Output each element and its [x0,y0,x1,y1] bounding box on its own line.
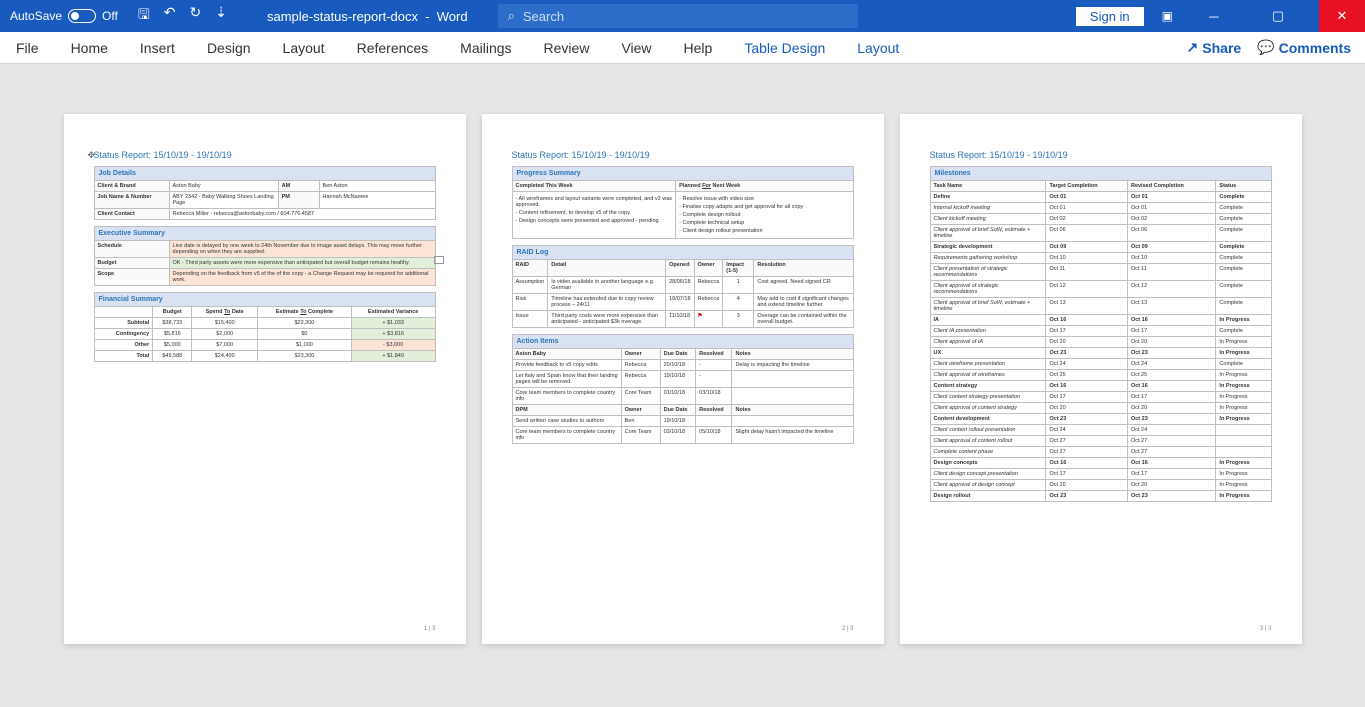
maximize-button[interactable]: ▢ [1255,0,1301,32]
comments-button[interactable]: 💬 Comments [1257,39,1351,56]
page-title: Status Report: 15/10/19 - 19/10/19 [930,150,1272,160]
redo-icon[interactable]: ↻ [190,4,202,28]
financial-summary-table[interactable]: Financial Summary BudgetSpend To DateEst… [94,292,436,362]
page-number: 2 | 3 [842,626,854,632]
tab-layout[interactable]: Layout [855,34,901,62]
close-button[interactable]: ✕ [1319,0,1365,32]
search-box[interactable]: ⌕ Search [498,4,858,28]
page-title: Status Report: 15/10/19 - 19/10/19 [94,150,436,160]
tab-help[interactable]: Help [682,34,715,62]
document-workspace[interactable]: ✥ Status Report: 15/10/19 - 19/10/19 Job… [0,64,1365,707]
signin-button[interactable]: Sign in [1076,7,1144,26]
toggle-icon [68,9,96,23]
share-button[interactable]: ↗ Share [1187,39,1242,56]
cursor-marker [434,256,444,264]
undo-icon[interactable]: ↶ [164,4,176,28]
tab-design[interactable]: Design [205,34,253,62]
title-bar: AutoSave Off 🖫 ↶ ↻ ⇣ sample-status-repor… [0,0,1365,32]
ribbon-display-icon[interactable]: ▣ [1162,9,1173,23]
progress-summary-table[interactable]: Progress Summary Completed This WeekPlan… [512,166,854,239]
search-icon: ⌕ [508,8,515,24]
page-number: 1 | 3 [424,626,436,632]
milestones-table[interactable]: Milestones Task NameTarget CompletionRev… [930,166,1272,502]
document-title: sample-status-report-docx - Word [237,9,498,24]
page-3: Status Report: 15/10/19 - 19/10/19 Miles… [900,114,1302,644]
tab-file[interactable]: File [14,34,41,62]
tab-insert[interactable]: Insert [138,34,177,62]
table-move-icon[interactable]: ✥ [88,150,96,161]
exec-summary-table[interactable]: Executive Summary ScheduleLive date is d… [94,226,436,286]
tab-references[interactable]: References [355,34,431,62]
tab-table-design[interactable]: Table Design [742,34,827,62]
ribbon-tabs: File Home Insert Design Layout References Mail… [0,32,1365,64]
job-details-table[interactable]: Job Details Client & BrandAston BabyAMBe… [94,166,436,220]
page-number: 3 | 3 [1260,626,1272,632]
autosave-toggle[interactable]: AutoSave Off [0,9,128,23]
minimize-button[interactable]: ─ [1191,0,1237,32]
save-icon[interactable]: 🖫 [138,4,150,28]
action-items-table[interactable]: Action Items Aston BabyOwnerDue DateReso… [512,334,854,444]
tab-layout[interactable]: Layout [281,34,327,62]
quick-access-toolbar: 🖫 ↶ ↻ ⇣ [128,4,237,28]
page-title: Status Report: 15/10/19 - 19/10/19 [512,150,854,160]
tab-home[interactable]: Home [69,34,110,62]
page-1: ✥ Status Report: 15/10/19 - 19/10/19 Job… [64,114,466,644]
raid-log-table[interactable]: RAID Log RAIDDetailOpenedOwnerImpact (1-… [512,245,854,328]
tab-review[interactable]: Review [542,34,592,62]
page-2: Status Report: 15/10/19 - 19/10/19 Progr… [482,114,884,644]
tab-view[interactable]: View [619,34,653,62]
customize-icon[interactable]: ⇣ [215,4,227,28]
tab-mailings[interactable]: Mailings [458,34,513,62]
